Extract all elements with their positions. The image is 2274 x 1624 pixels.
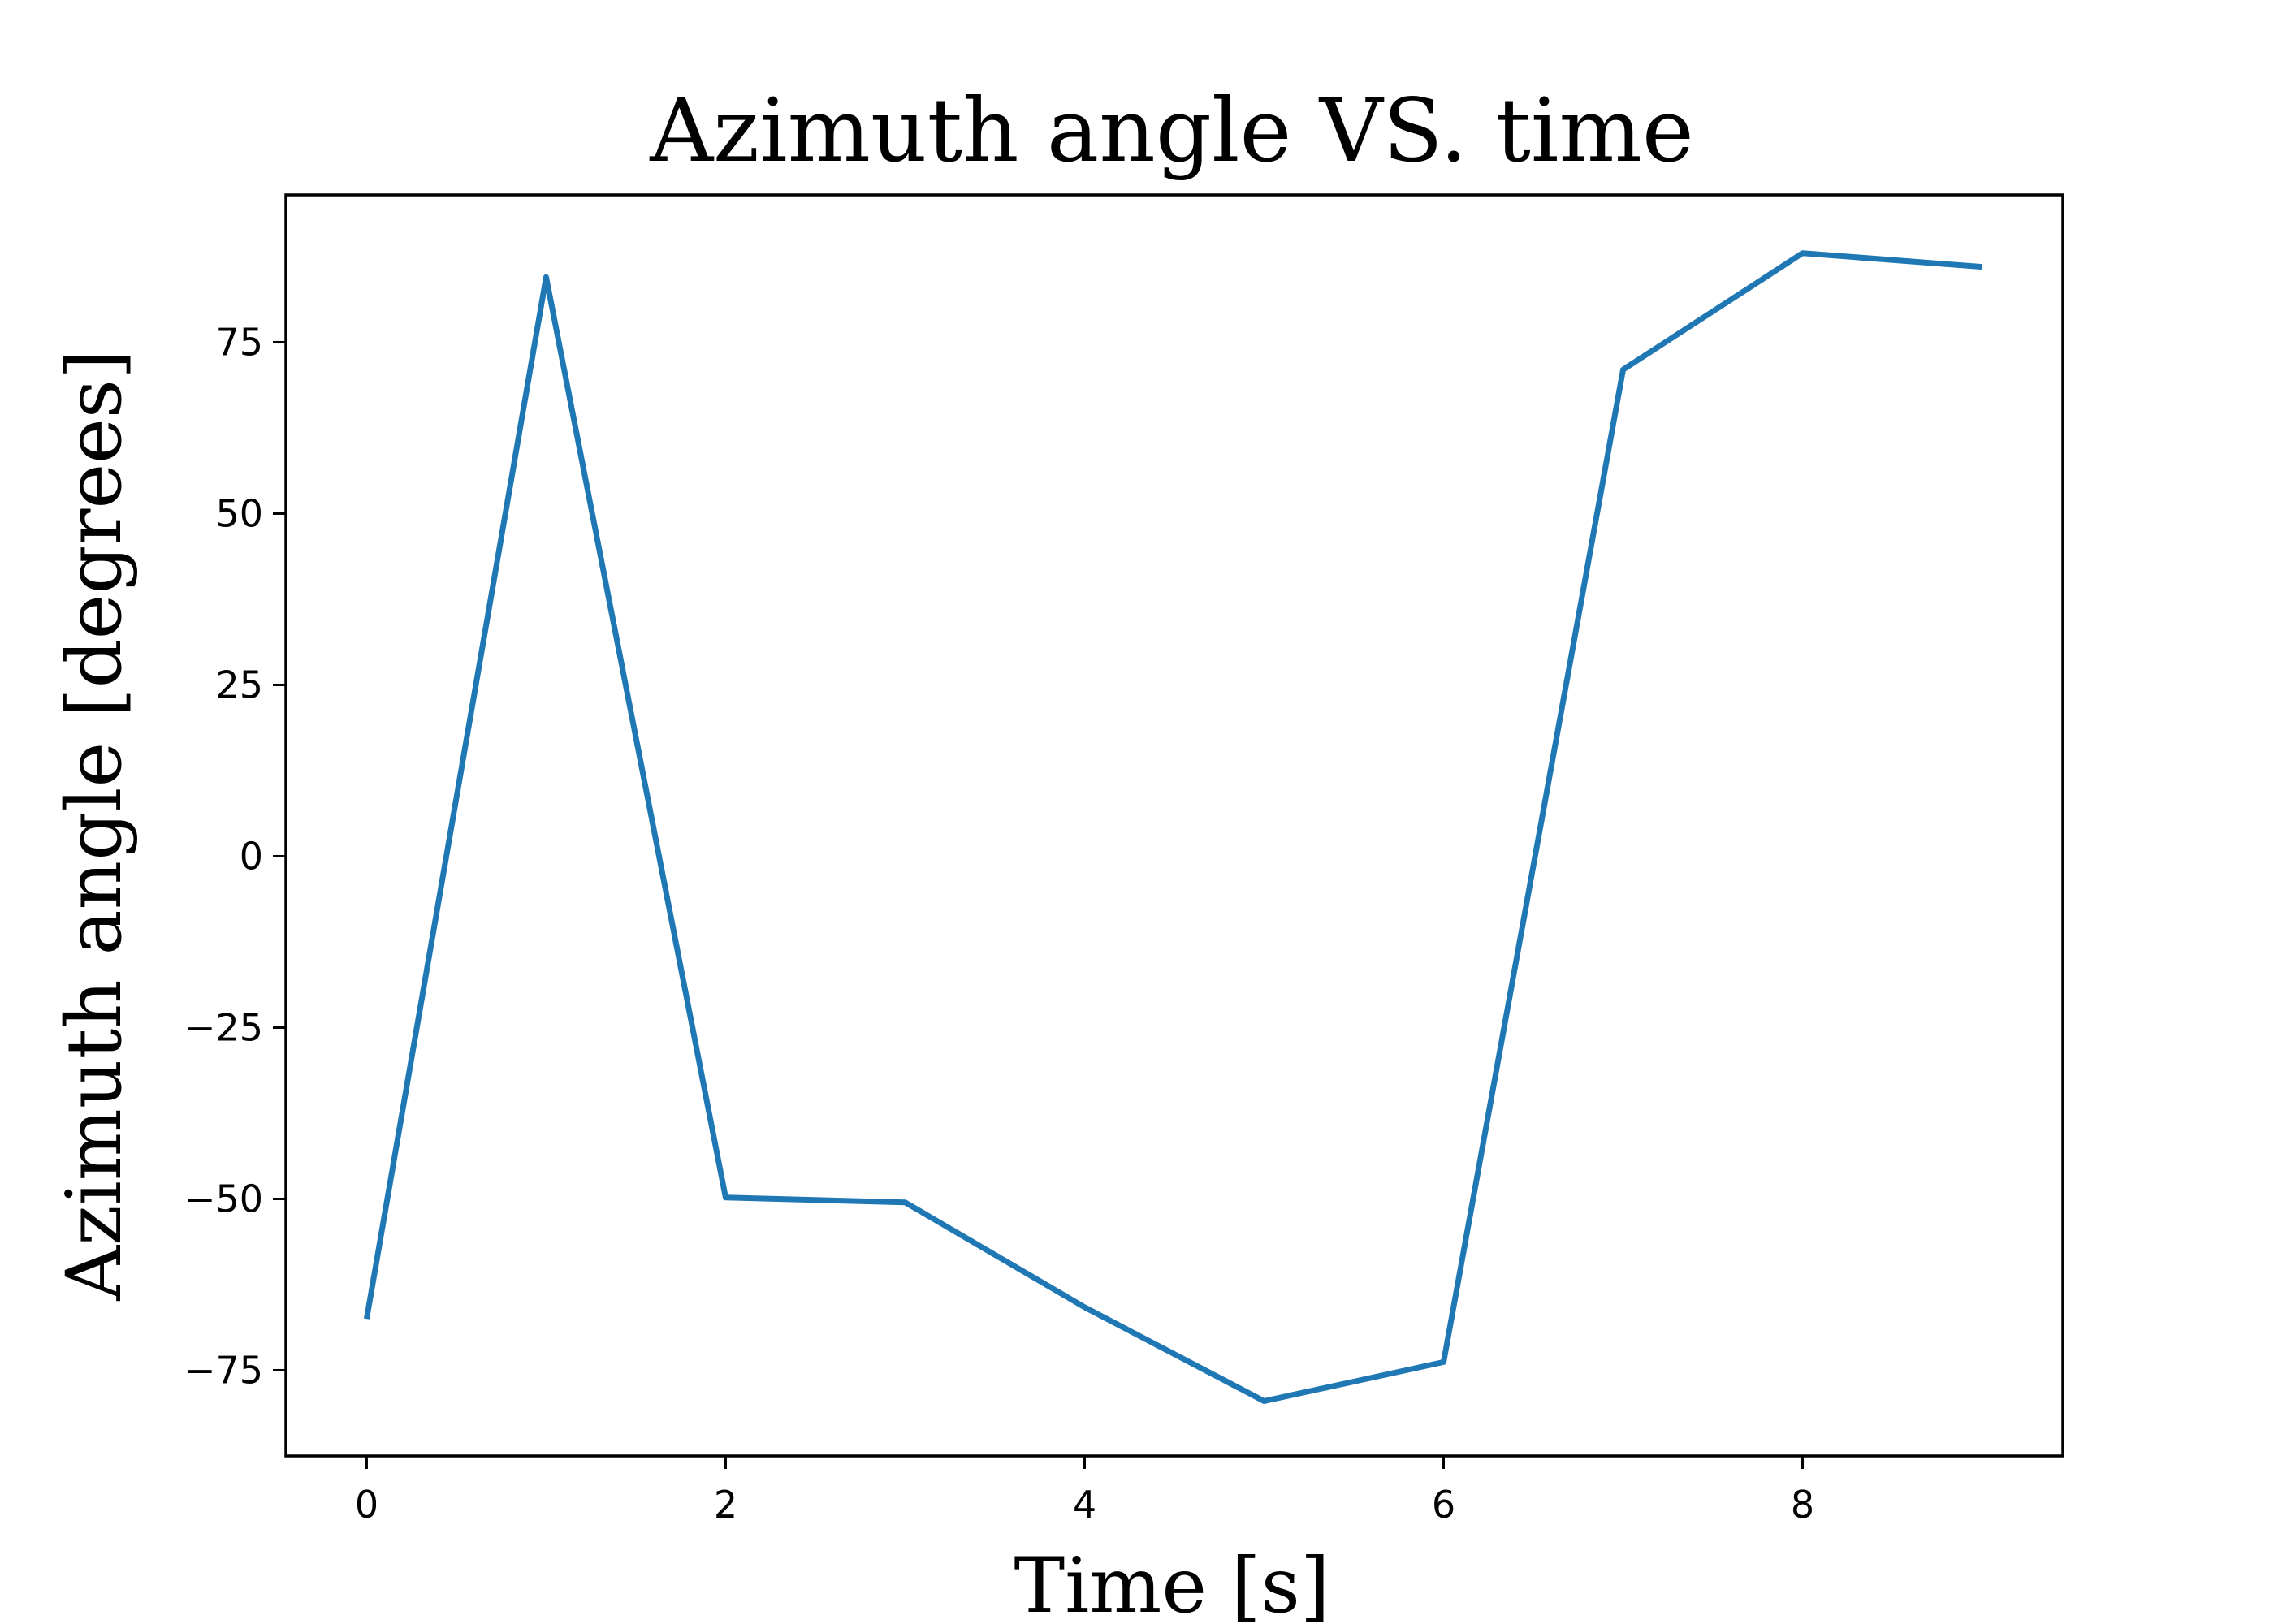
y-tick-label: −50 bbox=[184, 1177, 263, 1220]
y-tick-label: −75 bbox=[184, 1348, 263, 1392]
y-tick-label: 75 bbox=[215, 320, 263, 364]
x-tick-label: 6 bbox=[1432, 1483, 1455, 1527]
y-tick-label: −25 bbox=[184, 1005, 263, 1049]
x-tick-label: 4 bbox=[1073, 1483, 1096, 1527]
x-axis-ticks: 0 2 4 6 8 bbox=[355, 1456, 1814, 1527]
x-tick-label: 8 bbox=[1791, 1483, 1814, 1527]
y-tick-label: 0 bbox=[240, 834, 263, 878]
y-tick-label: 25 bbox=[215, 663, 263, 706]
y-axis-ticks: −75 −50 −25 0 25 50 75 bbox=[184, 320, 286, 1392]
x-axis-label: Time [s] bbox=[1014, 1542, 1330, 1624]
plot-frame bbox=[284, 193, 2064, 1458]
x-tick-label: 2 bbox=[714, 1483, 737, 1527]
series-line bbox=[364, 250, 1982, 1404]
chart-title: Azimuth angle VS. time bbox=[649, 80, 1694, 182]
x-tick-label: 0 bbox=[355, 1483, 378, 1527]
y-tick-label: 50 bbox=[215, 491, 263, 535]
y-axis-label: Azimuth angle [degrees] bbox=[50, 349, 139, 1301]
